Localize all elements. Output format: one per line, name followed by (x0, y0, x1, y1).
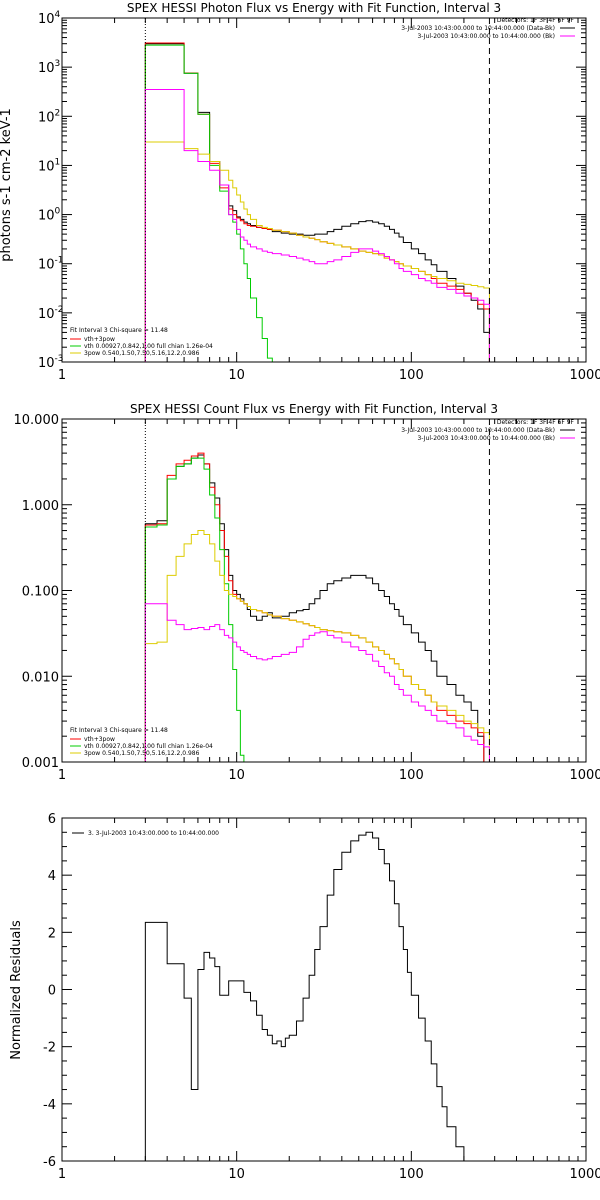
count-y-tick-label: 0.001 (22, 756, 59, 771)
residuals-y-tick-label: -4 (43, 1098, 56, 1113)
residuals-y-tick-label: -6 (43, 1155, 56, 1170)
photon-fit-label-3pow: 3pow 0.540,1.50,7.50,5.16,12.2,0.986 (84, 350, 200, 357)
residuals-y-tick-label: 0 (48, 984, 56, 999)
residuals-y-tick-label: 4 (48, 869, 56, 884)
count-x-tick-label: 1 (58, 768, 66, 783)
residuals-x-tick-label: 100 (399, 1167, 424, 1182)
count-x-tick-label: 1000 (569, 768, 600, 783)
residuals-plot-frame (61, 817, 587, 1162)
count-series-2 (144, 457, 245, 762)
count-plot-frame (61, 418, 587, 763)
count-y-tick-label: 0.010 (22, 670, 59, 685)
photon-y-tick-label: 101 (38, 157, 60, 174)
residuals-legend-label: 3. 3-Jul-2003 10:43:00.000 to 10:44:00.0… (88, 830, 219, 837)
photon-x-tick-label: 10 (228, 368, 245, 383)
count-y-tick-label: 1.000 (22, 499, 59, 514)
photon-y-tick-label: 10-3 (38, 354, 64, 371)
photon-y-tick-label: 10-1 (38, 256, 64, 273)
photon-y-tick-label: 100 (38, 207, 61, 224)
residuals-x-tick-label: 1 (58, 1167, 66, 1182)
count-fit-label-total: vth+3pow (84, 736, 115, 743)
photon-y-tick-label: 102 (38, 108, 60, 125)
count-chart-title: SPEX HESSI Count Flux vs Energy with Fit… (130, 402, 498, 416)
count-x-tick-label: 100 (399, 768, 424, 783)
photon-flux-chart: SPEX HESSI Photon Flux vs Energy with Fi… (0, 1, 600, 383)
count-fit-label-vth: vth 0.00927,0.842,1.00 full chian 1.26e-… (84, 743, 213, 750)
photon-series-4 (144, 89, 490, 362)
residuals-x-tick-label: 1000 (569, 1167, 600, 1182)
photon-legend-line-data-bk: 3-Jul-2003 10:43:00.000 to 10:44:00.000 … (401, 25, 555, 32)
photon-fit-label-total: vth+3pow (84, 336, 115, 343)
photon-chart-ylabel: photons s-1 cm-2 keV-1 (0, 108, 14, 262)
count-series-0 (144, 454, 490, 762)
count-legend-line-bk: 3-Jul-2003 10:43:00.000 to 10:44:00.000 … (417, 435, 555, 442)
residuals-chart: Normalized Residuals 3. 3-Jul-2003 10:43… (9, 812, 600, 1182)
count-series-3 (144, 530, 490, 762)
photon-plot-frame (61, 17, 587, 363)
count-y-tick-label: 10.000 (14, 413, 60, 428)
count-flux-chart: SPEX HESSI Count Flux vs Energy with Fit… (14, 402, 600, 783)
photon-fit-label-vth: vth 0.00927,0.842,1.00 full chian 1.26e-… (84, 343, 213, 350)
photon-series-3 (144, 141, 490, 362)
count-legend-line-data-bk: 3-Jul-2003 10:43:00.000 to 10:44:00.000 … (401, 427, 555, 434)
photon-y-tick-label: 103 (38, 59, 60, 76)
photon-chart-title: SPEX HESSI Photon Flux vs Energy with Fi… (127, 1, 501, 15)
photon-x-tick-label: 1000 (569, 368, 600, 383)
count-series-4 (144, 603, 490, 762)
residuals-x-tick-label: 10 (228, 1167, 245, 1182)
photon-x-tick-label: 100 (399, 368, 424, 383)
photon-fit-legend-header: Fit Interval 3 Chi-square = 11.48 (70, 327, 168, 334)
photon-legend-header: Detectors: 1F 3F 4F 6F 9F (497, 17, 575, 24)
residuals-y-tick-label: 6 (48, 812, 56, 827)
count-x-tick-label: 10 (228, 768, 245, 783)
residuals-y-tick-label: -2 (43, 1041, 56, 1056)
residuals-ylabel: Normalized Residuals (9, 920, 24, 1060)
count-y-tick-label: 0.100 (22, 585, 59, 600)
photon-legend-line-bk: 3-Jul-2003 10:43:00.000 to 10:44:00.000 … (417, 33, 555, 40)
residuals-y-tick-label: 2 (48, 926, 56, 941)
count-fit-legend-header: Fit Interval 3 Chi-square = 11.48 (70, 727, 168, 734)
photon-y-tick-label: 10-2 (38, 305, 64, 322)
photon-y-tick-label: 104 (38, 10, 61, 27)
residuals-series-0 (144, 831, 490, 1161)
count-legend-header: Detectors: 1F 3F 4F 6F 9F (497, 419, 575, 426)
count-fit-label-3pow: 3pow 0.540,1.50,7.50,5.16,12.2,0.986 (84, 750, 200, 757)
photon-x-tick-label: 1 (58, 368, 66, 383)
